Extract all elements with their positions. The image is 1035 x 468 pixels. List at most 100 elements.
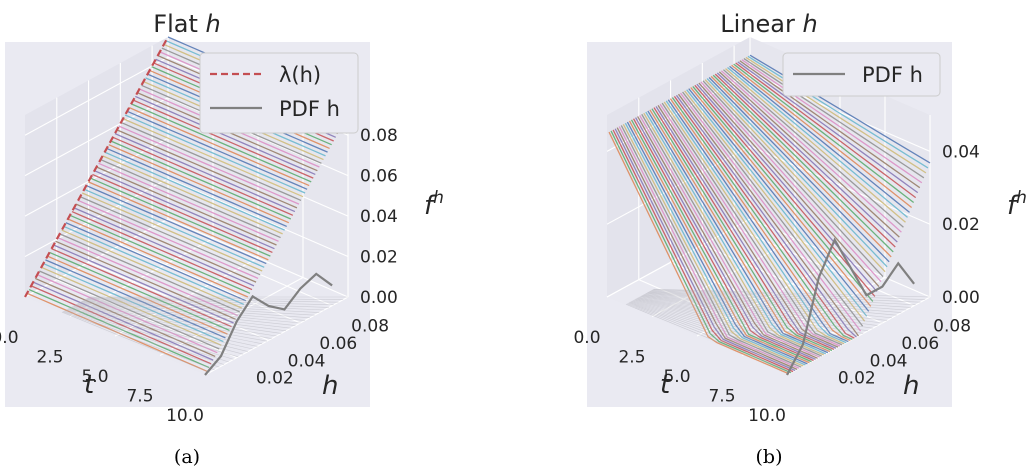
pdf-shadow-line: [630, 301, 816, 360]
pdf-shadow-line: [79, 302, 296, 326]
pdf-shadow-line: [75, 304, 277, 337]
pdf-shadow-line: [70, 307, 253, 350]
pdf-shadow-line: [650, 290, 916, 306]
x-tick-label: 0.0: [0, 328, 19, 348]
f-curve: [696, 83, 878, 292]
pdf-shadow-line: [643, 294, 878, 326]
f-curve: [96, 166, 277, 246]
f-curve: [747, 55, 929, 169]
pdf-shadow-line: [81, 300, 310, 319]
f-curve: [98, 162, 279, 242]
f-curve: [120, 121, 302, 202]
pdf-shadow-line: [626, 303, 797, 371]
f-curve: [90, 177, 271, 257]
f-curve: [657, 104, 839, 348]
f-curve: [733, 63, 915, 204]
f-curve: [667, 99, 849, 343]
pdf-shadow-line: [74, 305, 272, 339]
f-curve: [700, 81, 882, 283]
legend-pdf-label-b: PDF h: [862, 63, 923, 87]
f-curve: [694, 84, 876, 297]
legend-lambda-label: λ(h): [279, 63, 321, 87]
pdf-shadow-line: [628, 302, 807, 365]
f-curve: [69, 214, 251, 294]
f-curve: [73, 207, 255, 287]
panel-b-title: Linear h: [720, 10, 817, 38]
f-curve: [731, 64, 913, 208]
pdf-curve: [204, 272, 333, 376]
pdf-shadow-line: [62, 311, 215, 371]
pdf-shadow-line: [87, 297, 339, 303]
f-curve: [661, 102, 843, 346]
pdf-shadow-line: [652, 289, 926, 300]
pdf-shadow-line: [86, 298, 334, 306]
x-tick-label: 5.0: [663, 367, 690, 387]
y-tick-label: 0.04: [870, 351, 908, 371]
f-curve: [118, 125, 300, 205]
f-curve: [725, 68, 906, 223]
x-tick-label: 0.0: [573, 328, 600, 348]
z-tick-label: 0.02: [942, 215, 980, 235]
f-curve: [628, 120, 810, 364]
pdf-shadow-line: [644, 294, 883, 324]
f-curve: [135, 95, 316, 176]
f-curve: [102, 155, 283, 235]
pdf-shadow-line: [646, 292, 897, 316]
panel-b-x-label: t: [660, 370, 671, 400]
f-curve: [67, 218, 249, 298]
pdf-shadow-line: [647, 292, 902, 313]
y-tick-label: 0.06: [319, 334, 357, 354]
f-curve: [659, 103, 841, 347]
x-tick-label: 7.5: [126, 387, 153, 407]
f-curve: [714, 73, 896, 248]
pdf-shadow-line: [64, 310, 225, 365]
panel-b-y-ticks: 0.020.040.060.08: [838, 317, 971, 389]
panel-b-legend-box: [782, 52, 941, 97]
f-curve: [723, 69, 904, 228]
f-curve: [710, 75, 892, 258]
f-curve: [637, 116, 818, 359]
f-curve: [663, 101, 845, 345]
pdf-shadow-line: [625, 304, 792, 373]
panel-a-y-ticks: 0.020.040.060.08: [256, 317, 389, 389]
pdf-curve: [786, 237, 915, 376]
f-curve: [737, 61, 919, 194]
pdf-shadow-line: [634, 299, 835, 350]
f-curve: [92, 173, 273, 254]
f-curve: [718, 71, 900, 238]
legend-pdf-label-a: PDF h: [279, 97, 340, 121]
panel-b: Linear h 0.02.55.07.510.0 0.020.040.060.…: [573, 10, 1026, 468]
f-curve: [735, 62, 917, 199]
f-curve: [114, 132, 296, 213]
f-curve: [83, 188, 265, 268]
pdf-shadow-line: [68, 308, 244, 355]
panel-a-legend: λ(h) PDF h: [199, 52, 359, 134]
y-tick-label: 0.06: [901, 334, 939, 354]
pdf-shadow-line: [61, 311, 210, 373]
x-tick-label: 7.5: [708, 387, 735, 407]
f-curve: [739, 60, 921, 189]
f-curve: [79, 196, 261, 276]
f-curve: [692, 85, 874, 302]
panel-a-y-label: h: [322, 371, 338, 401]
f-curve: [743, 58, 925, 179]
f-curve: [727, 66, 908, 218]
z-tick-label: 0.04: [942, 142, 980, 162]
f-curve: [632, 118, 814, 362]
pdf-shadow-line: [73, 305, 268, 342]
y-tick-label: 0.02: [838, 369, 876, 389]
pdf-shadow-line: [67, 308, 239, 358]
y-tick-label: 0.08: [933, 317, 971, 337]
z-tick-label: 0.02: [360, 248, 398, 268]
f-curve: [690, 87, 872, 307]
f-curve: [749, 54, 931, 164]
pdf-shadow-line: [629, 301, 811, 363]
pdf-shadow-line: [632, 300, 826, 355]
f-curve: [720, 70, 902, 233]
f-curve: [130, 103, 312, 183]
pdf-shadow-line: [645, 293, 892, 319]
pdf-shadow-line: [640, 296, 864, 334]
f-curve: [47, 255, 228, 335]
panel-a-title: Flat h: [153, 10, 220, 38]
pdf-shadow-line: [639, 296, 859, 337]
